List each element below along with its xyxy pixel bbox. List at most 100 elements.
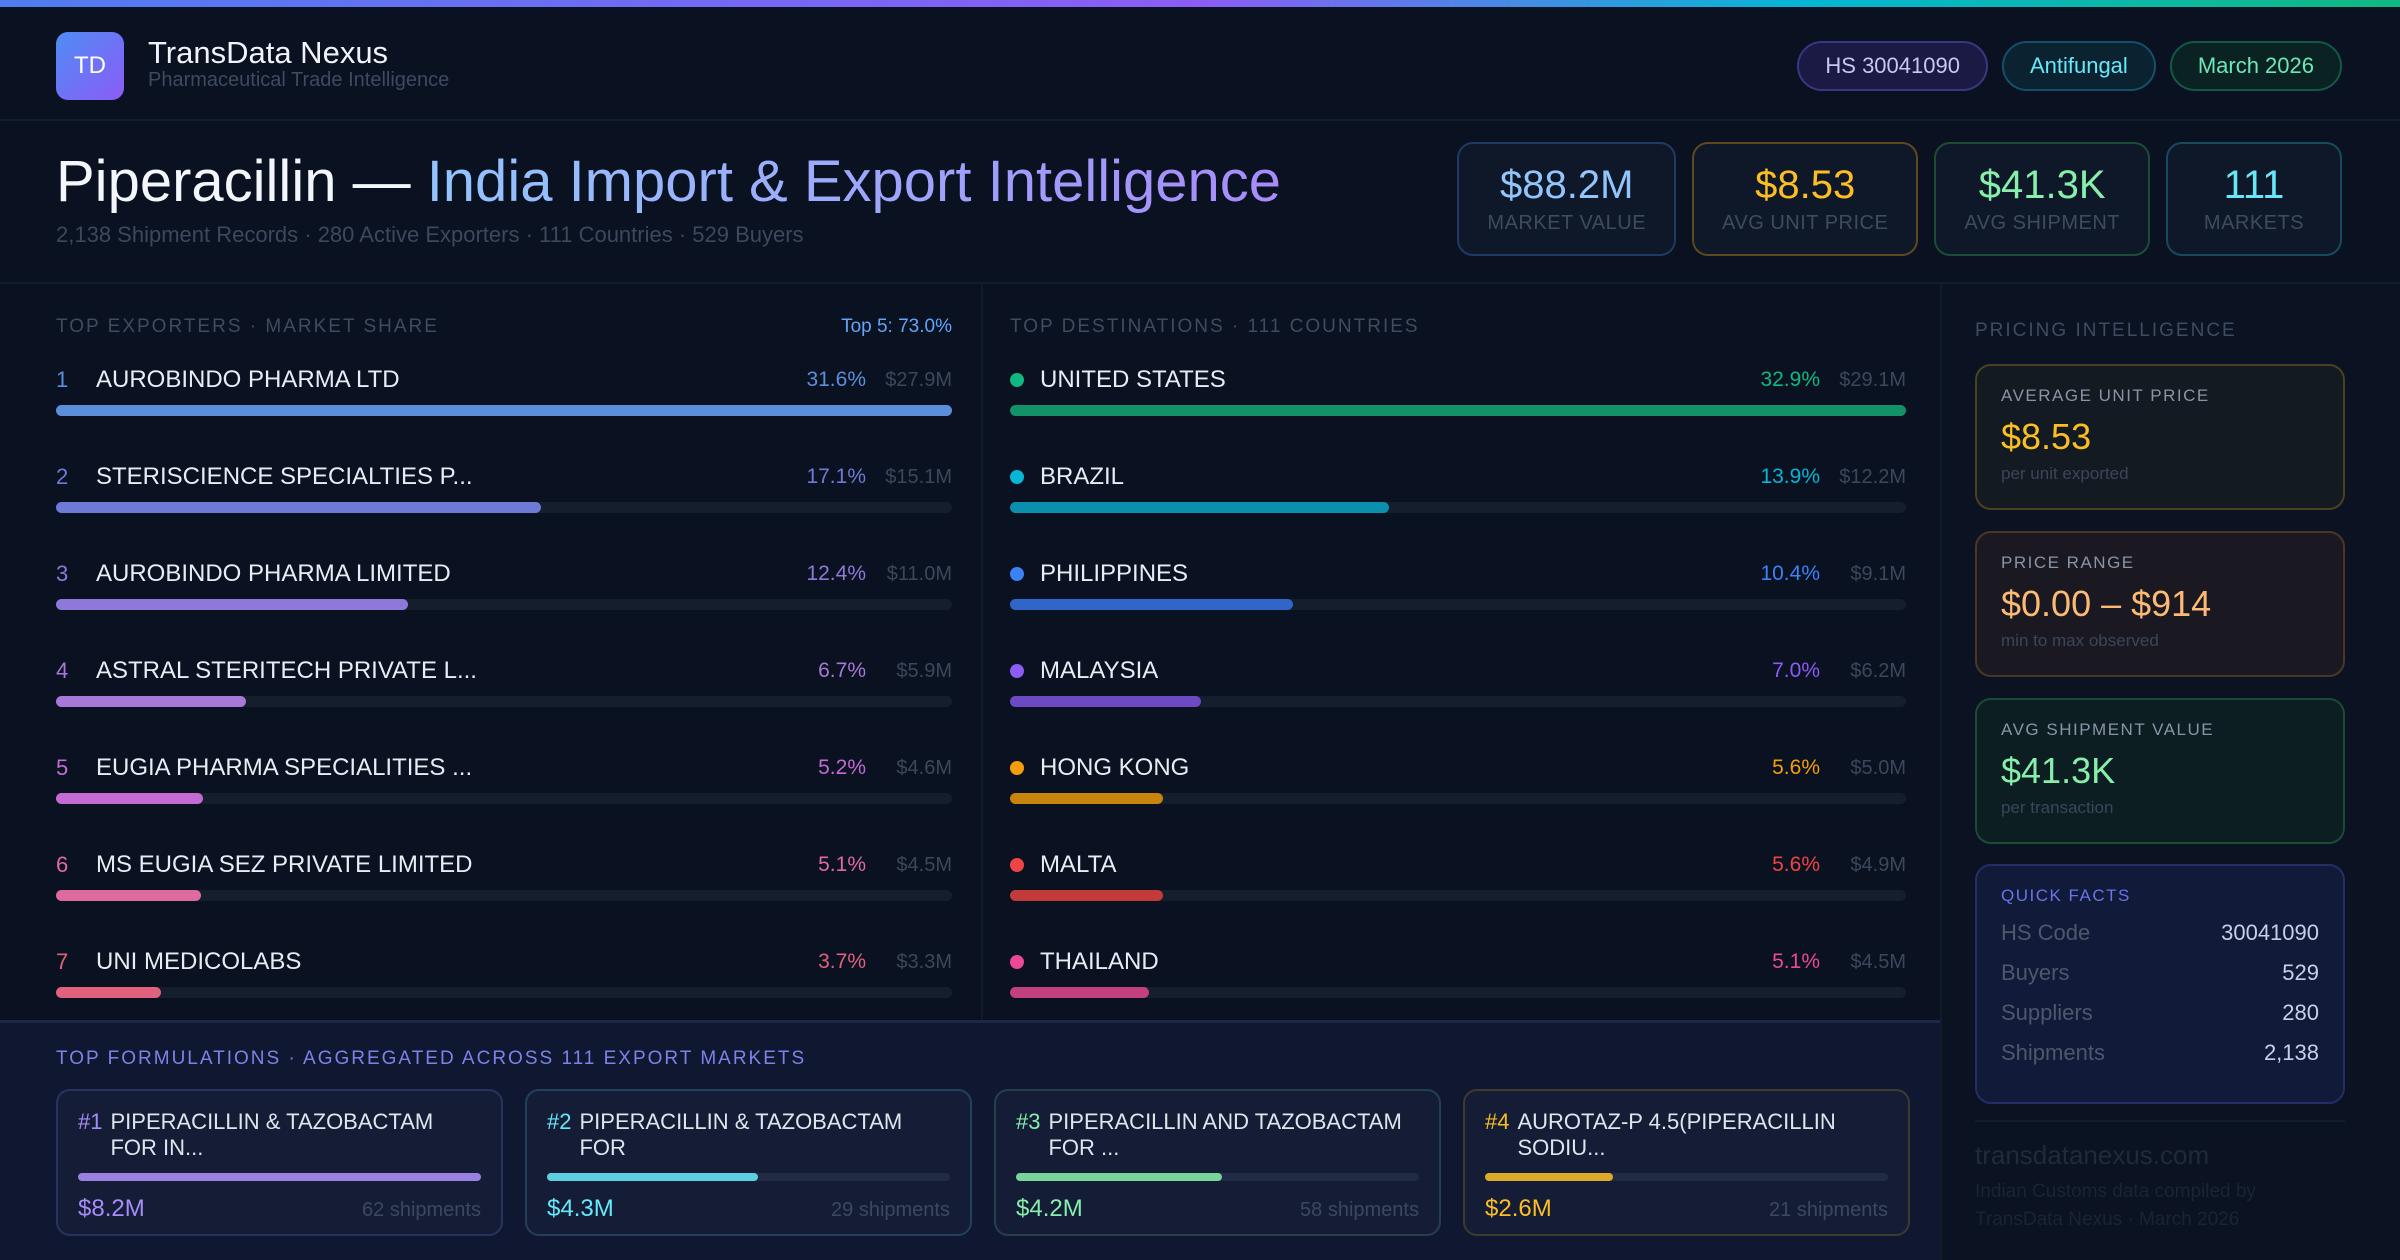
formulation-rank: #4	[1485, 1109, 1510, 1134]
formulation-title: #3 PIPERACILLIN AND TAZOBACTAM FOR ...	[1016, 1109, 1419, 1161]
share-bar	[1010, 987, 1906, 998]
formulation-name: AUROTAZ-P 4.5(PIPERACILLIN SODIU...	[1517, 1109, 1836, 1160]
formulation-title: #2 PIPERACILLIN & TAZOBACTAM FOR	[547, 1109, 950, 1161]
country-name: UNITED STATES	[1040, 366, 1226, 393]
tag-pills: HS 30041090 Antifungal March 2026	[1797, 41, 2342, 91]
top-destinations-panel: TOP DESTINATIONS · 111 COUNTRIES UNITED …	[1010, 316, 1906, 998]
share-bar-fill	[1010, 599, 1294, 610]
tag-pill[interactable]: Antifungal	[2001, 41, 2156, 91]
share-bar-fill	[56, 793, 204, 804]
destination-row: THAILAND 5.1% $4.5M	[1010, 898, 1906, 998]
trade-value: $5.9M	[896, 659, 952, 682]
exporter-row: 3 AUROBINDO PHARMA LIMITED 12.4% $11.0M	[56, 510, 952, 610]
color-dot-icon	[1010, 858, 1024, 872]
formulation-rank: #2	[547, 1109, 572, 1134]
section-title: TOP FORMULATIONS · AGGREGATED ACROSS 111…	[56, 1048, 807, 1069]
kpi-card: $41.3K AVG SHIPMENT	[1934, 142, 2150, 256]
quick-fact-row: Shipments 2,138	[2001, 1040, 2319, 1066]
share-bar	[56, 890, 952, 901]
kpi-cards: $88.2M MARKET VALUE $8.53 AVG UNIT PRICE $41…	[1457, 142, 2342, 256]
row-header: 6 MS EUGIA SEZ PRIVATE LIMITED 5.1% $4.5M	[56, 851, 952, 879]
page-title: Piperacillin — India Import & Export Int…	[56, 148, 1281, 215]
quick-facts-card: QUICK FACTS HS Code 30041090 Buyers 529 Supp…	[1975, 864, 2345, 1104]
share-bar-fill	[1010, 793, 1163, 804]
card-label: PRICE RANGE	[2001, 553, 2135, 572]
formulation-footer: $4.2M 58 shipments	[1016, 1195, 1419, 1223]
rank-number: 3	[56, 561, 69, 586]
value-bar-fill	[78, 1173, 481, 1181]
row-header: BRAZIL 13.9% $12.2M	[1010, 463, 1906, 491]
country-name: BRAZIL	[1040, 463, 1125, 490]
row-header: MALAYSIA 7.0% $6.2M	[1010, 657, 1906, 685]
share-bar	[1010, 696, 1906, 707]
share-percent: 7.0%	[1772, 659, 1820, 682]
tag-pill[interactable]: HS 30041090	[1797, 41, 1988, 91]
share-percent: 5.1%	[1772, 950, 1820, 973]
row-header: 7 UNI MEDICOLABS 3.7% $3.3M	[56, 948, 952, 976]
share-percent: 10.4%	[1760, 562, 1820, 585]
divider	[0, 282, 1940, 284]
row-header: PHILIPPINES 10.4% $9.1M	[1010, 560, 1906, 588]
exporter-row: 7 UNI MEDICOLABS 3.7% $3.3M	[56, 898, 952, 998]
formulation-rank: #1	[78, 1109, 103, 1134]
formulation-rank: #3	[1016, 1109, 1041, 1134]
row-header: 1 AUROBINDO PHARMA LTD 31.6% $27.9M	[56, 366, 952, 394]
formulation-footer: $2.6M 21 shipments	[1485, 1195, 1888, 1223]
destination-row: MALTA 5.6% $4.9M	[1010, 801, 1906, 901]
trade-value: $29.1M	[1839, 368, 1906, 391]
share-bar	[1010, 793, 1906, 804]
formulation-card[interactable]: #3 PIPERACILLIN AND TAZOBACTAM FOR ... $4.…	[994, 1089, 1441, 1236]
color-dot-icon	[1010, 761, 1024, 775]
color-dot-icon	[1010, 664, 1024, 678]
formulation-value: $8.2M	[78, 1195, 145, 1222]
section-title: PRICING INTELLIGENCE	[1975, 320, 2237, 341]
share-percent: 13.9%	[1760, 465, 1820, 488]
exporter-row: 4 ASTRAL STERITECH PRIVATE L... 6.7% $5.9M	[56, 607, 952, 707]
tag-pill[interactable]: March 2026	[2169, 41, 2342, 91]
trade-value: $11.0M	[886, 562, 952, 585]
trade-value: $12.2M	[1839, 465, 1906, 488]
card-value: $41.3K	[2001, 750, 2116, 791]
share-percent: 12.4%	[806, 562, 866, 585]
fact-label: HS Code	[2001, 920, 2091, 945]
fact-label: Buyers	[2001, 960, 2070, 985]
rank-number: 2	[56, 464, 69, 489]
share-bar	[1010, 890, 1906, 901]
share-bar	[1010, 405, 1906, 416]
exporter-row: 1 AUROBINDO PHARMA LTD 31.6% $27.9M	[56, 316, 952, 416]
fact-value: 280	[2282, 1000, 2319, 1025]
share-bar-fill	[56, 890, 201, 901]
formulation-card[interactable]: #2 PIPERACILLIN & TAZOBACTAM FOR $4.3M 29 s…	[525, 1089, 972, 1236]
logo: TD	[56, 32, 124, 100]
kpi-value: $8.53	[1755, 163, 1856, 207]
color-dot-icon	[1010, 373, 1024, 387]
exporter-name: AUROBINDO PHARMA LIMITED	[96, 560, 451, 587]
trade-value: $15.1M	[885, 465, 952, 488]
value-bar-fill	[547, 1173, 759, 1181]
color-dot-icon	[1010, 470, 1024, 484]
divider	[981, 284, 983, 1020]
kpi-card: 111 MARKETS	[2166, 142, 2342, 256]
country-name: MALTA	[1040, 851, 1117, 878]
trade-value: $4.6M	[896, 756, 952, 779]
share-percent: 5.6%	[1772, 756, 1820, 779]
formulation-card[interactable]: #1 PIPERACILLIN & TAZOBACTAM FOR IN... $8.…	[56, 1089, 503, 1236]
card-note: per transaction	[2001, 798, 2114, 817]
formulation-title: #1 PIPERACILLIN & TAZOBACTAM FOR IN...	[78, 1109, 481, 1161]
value-bar	[547, 1173, 950, 1181]
formulation-footer: $4.3M 29 shipments	[547, 1195, 950, 1223]
footer-note: Indian Customs data compiled by TransDat…	[1975, 1181, 2256, 1230]
formulation-name: PIPERACILLIN & TAZOBACTAM FOR IN...	[110, 1109, 434, 1160]
fact-label: Shipments	[2001, 1040, 2105, 1065]
kpi-value: 111	[2223, 163, 2285, 207]
share-percent: 17.1%	[806, 465, 866, 488]
share-bar	[56, 599, 952, 610]
trade-value: $9.1M	[1850, 562, 1906, 585]
share-bar-fill	[1010, 502, 1389, 513]
exporter-name: STERISCIENCE SPECIALTIES P...	[96, 463, 473, 490]
trade-value: $4.9M	[1850, 853, 1906, 876]
share-bar-fill	[56, 987, 161, 998]
formulation-card[interactable]: #4 AUROTAZ-P 4.5(PIPERACILLIN SODIU... $2.…	[1463, 1089, 1910, 1236]
title-accent: India Import & Export Intelligence	[426, 149, 1282, 214]
exporter-name: EUGIA PHARMA SPECIALITIES ...	[96, 754, 473, 781]
